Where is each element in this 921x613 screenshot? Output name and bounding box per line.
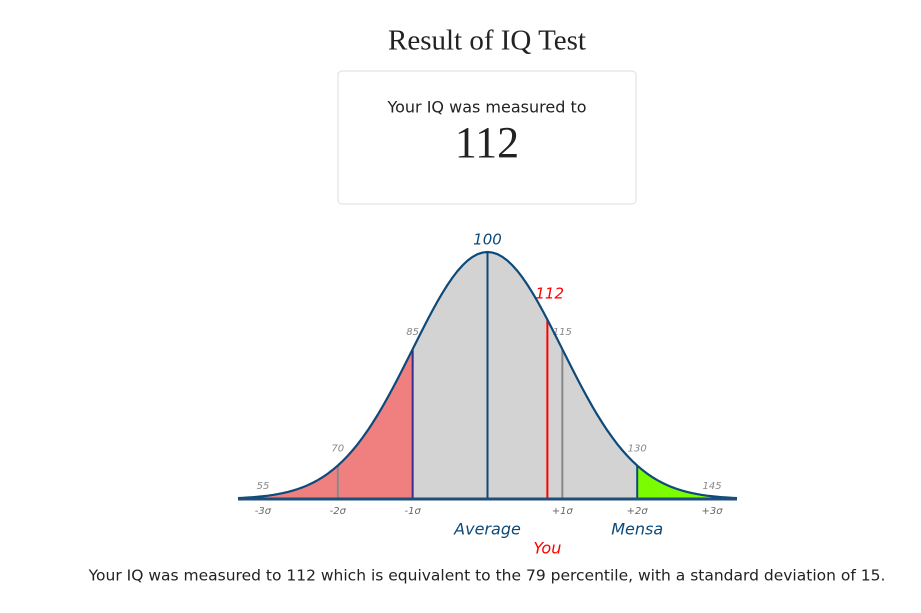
sigma-label: -2σ: [330, 506, 347, 517]
region: [637, 465, 737, 499]
result-card: [337, 70, 637, 205]
score-label: You: [533, 539, 561, 558]
page-title: Result of IQ Test: [388, 25, 586, 57]
value-label: 55: [257, 481, 270, 492]
sigma-label: +3σ: [702, 506, 724, 517]
value-label: 130: [628, 444, 647, 455]
mean-label: Average: [453, 520, 521, 539]
region: [412, 252, 638, 499]
sigma-label: +1σ: [552, 506, 574, 517]
card-value: 112: [455, 118, 519, 167]
value-label: 115: [553, 327, 572, 338]
sigma-label: -1σ: [404, 506, 421, 517]
card-label: Your IQ was measured to: [386, 98, 586, 117]
value-label: 85: [406, 327, 419, 338]
mean-value: 100: [473, 231, 502, 249]
score-value: 112: [535, 285, 564, 303]
sigma-label: -3σ: [255, 506, 272, 517]
region: [238, 349, 413, 499]
value-label: 70: [331, 444, 344, 455]
sigma-label: +2σ: [627, 506, 649, 517]
bell-curve: [237, 250, 738, 500]
annotation: Mensa: [611, 520, 663, 539]
value-label: 145: [703, 481, 722, 492]
summary: Your IQ was measured to 112 which is equ…: [88, 567, 886, 585]
